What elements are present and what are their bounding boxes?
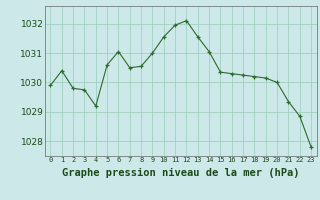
X-axis label: Graphe pression niveau de la mer (hPa): Graphe pression niveau de la mer (hPa) (62, 168, 300, 178)
